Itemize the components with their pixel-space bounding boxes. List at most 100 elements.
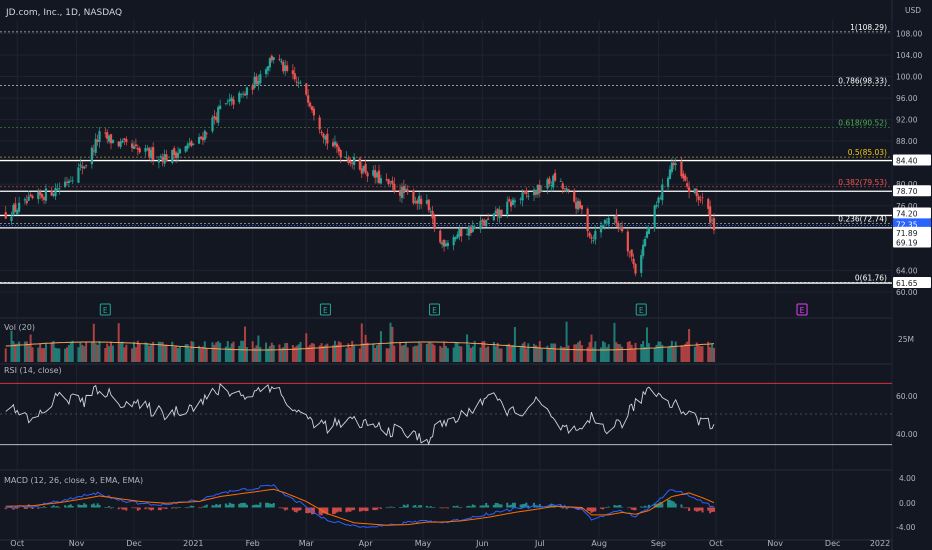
candle-body[interactable] [372, 170, 375, 176]
candle-body[interactable] [307, 95, 310, 103]
candle-body[interactable] [134, 144, 138, 147]
candle-body[interactable] [318, 117, 321, 130]
candle-body[interactable] [305, 83, 308, 95]
candle-body[interactable] [165, 154, 168, 162]
candle-body[interactable] [498, 209, 501, 219]
candle-body[interactable] [496, 208, 499, 216]
time-axis-layer[interactable]: Oct Nov Dec 2021 Feb Mar Apr May Jun Jul Aug Sep Oct… [10, 539, 890, 548]
candle-body[interactable] [508, 199, 511, 202]
candle-body[interactable] [192, 143, 195, 145]
candle-body[interactable] [575, 202, 578, 209]
candle-body[interactable] [37, 191, 40, 200]
candle-body[interactable] [707, 198, 710, 209]
candle-body[interactable] [366, 172, 369, 177]
earnings-event-marker[interactable] [635, 303, 647, 316]
candle-body[interactable] [479, 221, 482, 230]
candle-body[interactable] [94, 138, 97, 153]
candle-body[interactable] [554, 172, 557, 181]
candle-body[interactable] [404, 188, 407, 191]
candle-body[interactable] [173, 148, 176, 155]
candle-body[interactable] [442, 240, 446, 247]
candle-body[interactable] [500, 209, 503, 216]
candle-body[interactable] [576, 200, 580, 210]
candle-body[interactable] [666, 177, 670, 187]
candle-body[interactable] [232, 99, 235, 105]
candle-body[interactable] [657, 197, 660, 203]
candle-body[interactable] [603, 220, 606, 224]
candle-body[interactable] [375, 172, 379, 178]
candle-body[interactable] [104, 132, 107, 134]
candle-body[interactable] [199, 136, 203, 139]
candle-body[interactable] [460, 229, 463, 237]
candle-body[interactable] [14, 203, 17, 212]
candle-body[interactable] [205, 133, 208, 135]
candle-body[interactable] [709, 206, 712, 223]
candle-body[interactable] [565, 188, 568, 192]
price-axis-layer[interactable]: 108.00 104.00 100.00 96.00 92.00 88.00 80.00 76… [893, 29, 931, 297]
candles-layer[interactable] [4, 54, 716, 278]
candle-body[interactable] [643, 238, 647, 246]
candle-body[interactable] [251, 85, 254, 90]
candle-body[interactable] [680, 161, 683, 177]
candle-body[interactable] [215, 116, 218, 121]
candle-body[interactable] [416, 200, 419, 204]
earnings-event-marker[interactable] [319, 303, 331, 316]
candle-body[interactable] [509, 201, 513, 207]
candle-body[interactable] [483, 220, 486, 226]
candle-body[interactable] [358, 158, 361, 170]
candle-body[interactable] [297, 82, 300, 84]
candle-body[interactable] [197, 137, 201, 144]
candle-body[interactable] [645, 231, 649, 238]
candle-body[interactable] [159, 156, 162, 158]
candle-body[interactable] [452, 237, 455, 246]
candle-body[interactable] [431, 211, 434, 219]
candle-body[interactable] [79, 164, 82, 167]
candle-body[interactable] [684, 175, 687, 181]
candle-body[interactable] [672, 162, 675, 166]
candle-body[interactable] [121, 140, 124, 143]
candle-body[interactable] [548, 178, 551, 185]
candle-body[interactable] [278, 58, 281, 60]
candle-body[interactable] [320, 131, 323, 134]
candle-body[interactable] [601, 225, 605, 228]
candle-body[interactable] [621, 226, 624, 232]
candle-body[interactable] [345, 157, 348, 159]
candle-body[interactable] [682, 173, 685, 179]
candle-body[interactable] [106, 132, 109, 139]
price-tag[interactable] [893, 154, 931, 166]
candle-body[interactable] [63, 181, 67, 187]
candle-body[interactable] [487, 218, 490, 220]
candle-body[interactable] [125, 139, 128, 143]
candle-body[interactable] [513, 200, 517, 203]
candle-body[interactable] [444, 243, 448, 247]
candle-body[interactable] [83, 166, 86, 169]
candle-body[interactable] [536, 184, 539, 195]
candle-body[interactable] [590, 236, 593, 239]
volume-title[interactable]: Vol (20) [4, 323, 35, 332]
candle-body[interactable] [241, 93, 245, 95]
candle-body[interactable] [628, 251, 631, 253]
candle-body[interactable] [607, 217, 610, 225]
candle-body[interactable] [44, 188, 48, 201]
candle-body[interactable] [132, 146, 136, 150]
candle-body[interactable] [157, 159, 160, 163]
candle-body[interactable] [559, 180, 562, 182]
candle-body[interactable] [253, 76, 256, 88]
price-tag[interactable] [893, 236, 931, 248]
candle-body[interactable] [351, 163, 354, 164]
candle-body[interactable] [433, 216, 436, 230]
candle-body[interactable] [282, 62, 285, 72]
candle-body[interactable] [291, 70, 294, 75]
candle-body[interactable] [540, 190, 543, 192]
candle-body[interactable] [511, 199, 515, 205]
candle-body[interactable] [18, 202, 21, 212]
candle-body[interactable] [308, 102, 312, 107]
candle-body[interactable] [190, 141, 193, 147]
candle-body[interactable] [333, 141, 337, 146]
candle-body[interactable] [29, 194, 32, 197]
candle-body[interactable] [4, 212, 7, 219]
candle-body[interactable] [634, 263, 637, 274]
candle-body[interactable] [335, 143, 338, 148]
candle-body[interactable] [312, 108, 316, 116]
candle-body[interactable] [465, 233, 469, 235]
